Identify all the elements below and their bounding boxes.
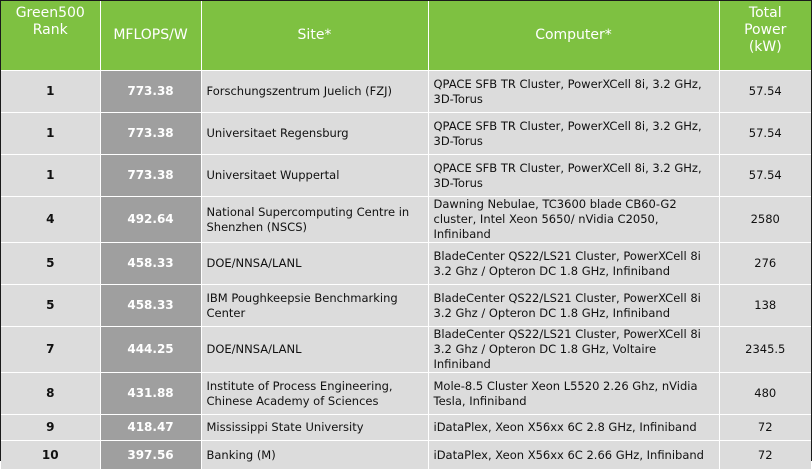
header-computer-label: Computer* [431, 1, 717, 44]
site-cell: Universitaet Regensburg [201, 113, 428, 155]
rank-cell: 1 [1, 155, 100, 197]
computer-cell: QPACE SFB TR Cluster, PowerXCell 8i, 3.2… [428, 71, 719, 113]
header-rank: Green500 Rank [1, 1, 100, 71]
site-cell: DOE/NNSA/LANL [201, 327, 428, 373]
mflops-cell: 431.88 [100, 373, 201, 415]
site-cell: Institute of Process Engineering, Chines… [201, 373, 428, 415]
rank-cell: 1 [1, 113, 100, 155]
table-row: 8 431.88 Institute of Process Engineerin… [1, 373, 811, 415]
header-site-label: Site* [204, 1, 426, 44]
header-computer: Computer* [428, 1, 719, 71]
rank-cell: 10 [1, 441, 100, 469]
rank-cell: 5 [1, 243, 100, 285]
header-power-text: Total Power (kW) [744, 5, 786, 55]
header-power: Total Power (kW) [719, 1, 811, 71]
mflops-cell: 492.64 [100, 197, 201, 243]
power-cell: 2345.5 [719, 327, 811, 373]
computer-cell: Mole-8.5 Cluster Xeon L5520 2.26 Ghz, nV… [428, 373, 719, 415]
rank-cell: 7 [1, 327, 100, 373]
header-mflops-label: MFLOPS/W [103, 1, 199, 44]
table-row: 5 458.33 IBM Poughkeepsie Benchmarking C… [1, 285, 811, 327]
computer-cell: BladeCenter QS22/LS21 Cluster, PowerXCel… [428, 285, 719, 327]
site-cell: DOE/NNSA/LANL [201, 243, 428, 285]
table-row: 1 773.38 Universitaet Regensburg QPACE S… [1, 113, 811, 155]
table-row: 4 492.64 National Supercomputing Centre … [1, 197, 811, 243]
header-mflops: MFLOPS/W [100, 1, 201, 71]
site-cell: IBM Poughkeepsie Benchmarking Center [201, 285, 428, 327]
mflops-cell: 458.33 [100, 285, 201, 327]
site-cell: Mississippi State University [201, 415, 428, 441]
rank-cell: 8 [1, 373, 100, 415]
power-cell: 57.54 [719, 113, 811, 155]
table-row: 1 773.38 Universitaet Wuppertal QPACE SF… [1, 155, 811, 197]
header-power-label: Total Power (kW) [722, 1, 810, 56]
mflops-cell: 773.38 [100, 113, 201, 155]
table-row: 9 418.47 Mississippi State University iD… [1, 415, 811, 441]
header-site: Site* [201, 1, 428, 71]
rank-cell: 5 [1, 285, 100, 327]
site-cell: Forschungszentrum Juelich (FZJ) [201, 71, 428, 113]
power-cell: 2580 [719, 197, 811, 243]
computer-cell: BladeCenter QS22/LS21 Cluster, PowerXCel… [428, 327, 719, 373]
computer-cell: BladeCenter QS22/LS21 Cluster, PowerXCel… [428, 243, 719, 285]
site-cell: Universitaet Wuppertal [201, 155, 428, 197]
power-cell: 57.54 [719, 155, 811, 197]
mflops-cell: 773.38 [100, 155, 201, 197]
power-cell: 57.54 [719, 71, 811, 113]
rank-cell: 1 [1, 71, 100, 113]
mflops-cell: 458.33 [100, 243, 201, 285]
mflops-cell: 397.56 [100, 441, 201, 469]
header-rank-text: Green500 Rank [16, 5, 85, 38]
site-cell: Banking (M) [201, 441, 428, 469]
rank-cell: 4 [1, 197, 100, 243]
computer-cell: QPACE SFB TR Cluster, PowerXCell 8i, 3.2… [428, 113, 719, 155]
computer-cell: iDataPlex, Xeon X56xx 6C 2.66 GHz, Infin… [428, 441, 719, 469]
mflops-cell: 773.38 [100, 71, 201, 113]
mflops-cell: 418.47 [100, 415, 201, 441]
table-row: 7 444.25 DOE/NNSA/LANL BladeCenter QS22/… [1, 327, 811, 373]
computer-cell: iDataPlex, Xeon X56xx 6C 2.8 GHz, Infini… [428, 415, 719, 441]
rank-cell: 9 [1, 415, 100, 441]
header-row: Green500 Rank MFLOPS/W Site* Computer* T… [1, 1, 811, 71]
table-row: 1 773.38 Forschungszentrum Juelich (FZJ)… [1, 71, 811, 113]
computer-cell: Dawning Nebulae, TC3600 blade CB60-G2 cl… [428, 197, 719, 243]
table-row: 5 458.33 DOE/NNSA/LANL BladeCenter QS22/… [1, 243, 811, 285]
site-cell: National Supercomputing Centre in Shenzh… [201, 197, 428, 243]
power-cell: 276 [719, 243, 811, 285]
computer-cell: QPACE SFB TR Cluster, PowerXCell 8i, 3.2… [428, 155, 719, 197]
power-cell: 138 [719, 285, 811, 327]
header-rank-label: Green500 Rank [3, 1, 98, 39]
power-cell: 72 [719, 441, 811, 469]
power-cell: 480 [719, 373, 811, 415]
mflops-cell: 444.25 [100, 327, 201, 373]
power-cell: 72 [719, 415, 811, 441]
table-row: 10 397.56 Banking (M) iDataPlex, Xeon X5… [1, 441, 811, 469]
